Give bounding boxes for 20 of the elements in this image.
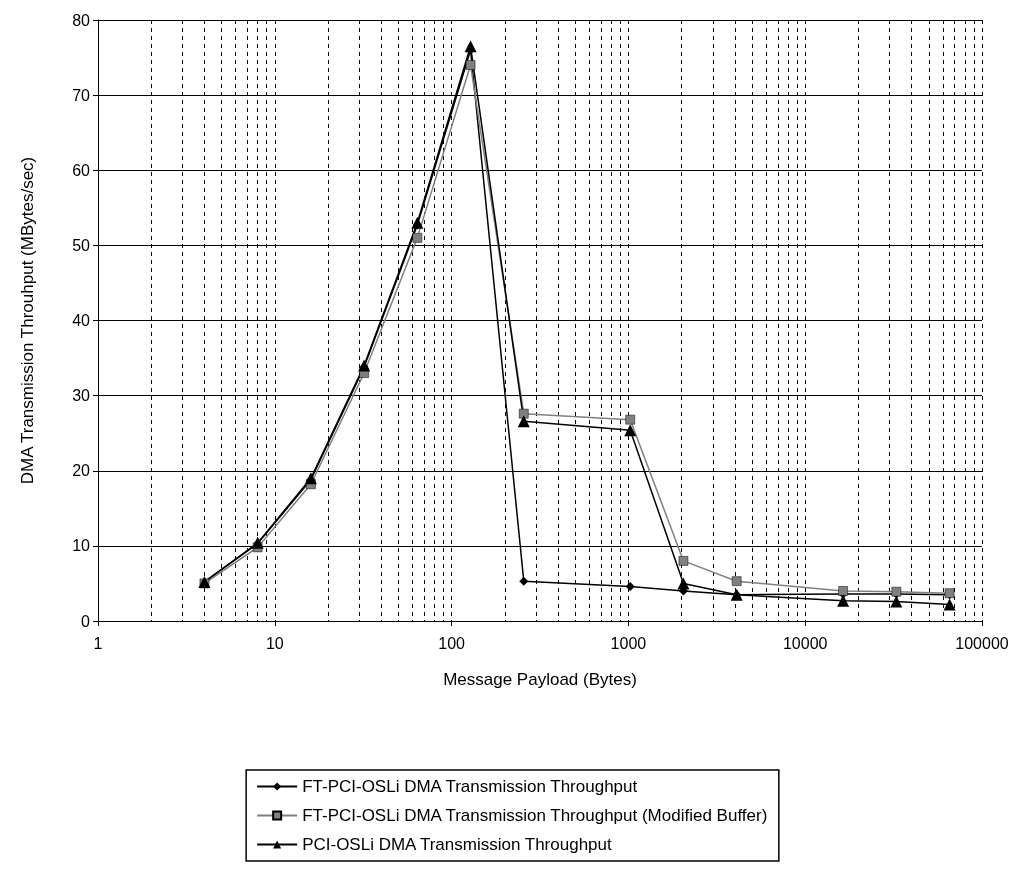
x-tick-label: 1 xyxy=(93,634,103,652)
y-tick-label: 0 xyxy=(81,612,91,630)
y-tick-label: 30 xyxy=(72,387,91,405)
x-tick-label: 10 xyxy=(265,634,284,652)
legend-label: FT-PCI-OSLi DMA Transmission Throughput (Modified Buffer) xyxy=(302,806,768,825)
legend-label: PCI-OSLi DMA Transmission Throughput xyxy=(302,835,613,854)
x-tick-label: 100 xyxy=(438,634,466,652)
y-tick-label: 10 xyxy=(72,537,91,555)
legend-label: FT-PCI-OSLi DMA Transmission Throughput xyxy=(302,777,638,796)
y-tick-label: 70 xyxy=(72,86,91,104)
y-tick-label: 20 xyxy=(72,462,91,480)
y-tick-label: 50 xyxy=(72,236,91,254)
y-tick-label: 80 xyxy=(72,11,91,29)
y-tick-label: 60 xyxy=(72,161,91,179)
x-axis-title: Message Payload (Bytes) xyxy=(443,670,637,689)
y-axis-title: DMA Transmission Throuhput (MBytes/sec) xyxy=(18,156,37,485)
x-tick-label: 10000 xyxy=(782,634,828,652)
y-tick-label: 40 xyxy=(72,312,91,329)
x-tick-label: 100000 xyxy=(955,634,1009,652)
x-tick-label: 1000 xyxy=(610,634,647,652)
